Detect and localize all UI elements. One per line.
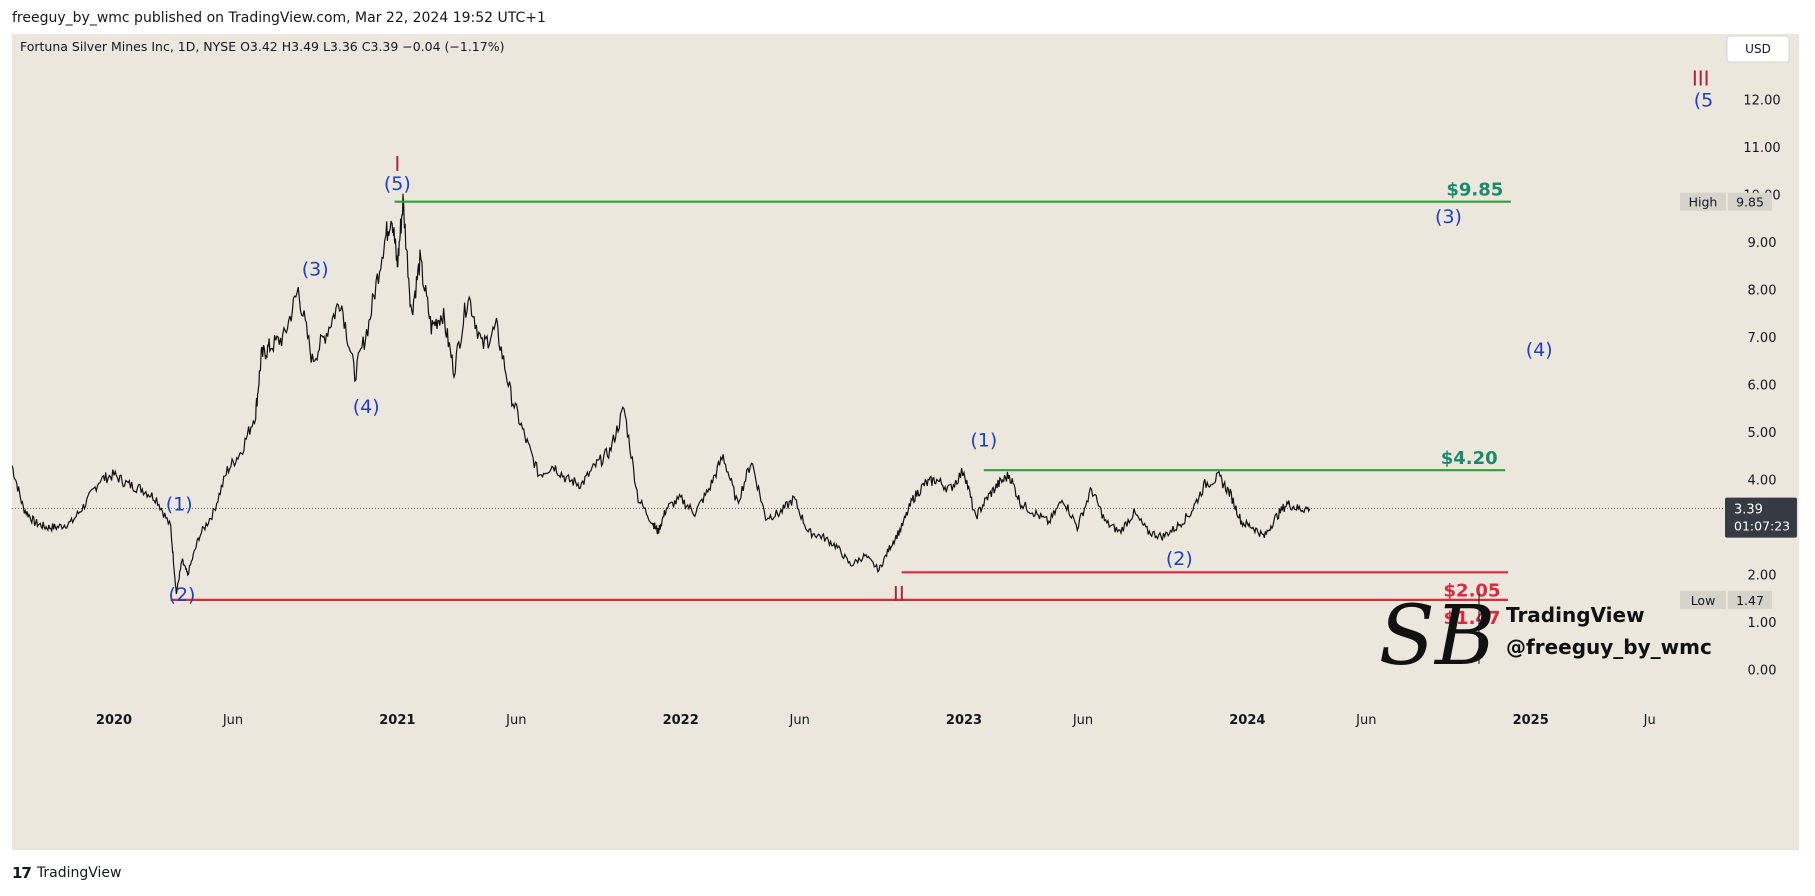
tradingview-logo-icon: 17 bbox=[12, 864, 32, 882]
wave-label-minor: (5) bbox=[384, 173, 411, 195]
currency-button[interactable] bbox=[1726, 35, 1790, 63]
symbol-legend: Fortuna Silver Mines Inc, 1D, NYSE O3.42… bbox=[20, 39, 504, 54]
wave-label-minor: (4) bbox=[1526, 339, 1553, 361]
wave-label-minor: (2) bbox=[169, 584, 196, 606]
x-tick-label: Jun bbox=[505, 713, 526, 728]
footer-brand: TradingView bbox=[36, 865, 122, 881]
y-tick-label: 9.00 bbox=[1748, 236, 1777, 251]
footer: 17 TradingView bbox=[12, 864, 121, 882]
wave-label-primary: III bbox=[1692, 66, 1710, 90]
wave-label-minor: (1) bbox=[166, 494, 193, 516]
wave-label-minor: (3) bbox=[1435, 206, 1462, 228]
wave-label-primary: II bbox=[893, 582, 905, 606]
watermark-handle: @freeguy_by_wmc bbox=[1506, 635, 1712, 659]
y-tick-label: 6.00 bbox=[1748, 379, 1777, 394]
y-tick-label: 12.00 bbox=[1743, 94, 1780, 109]
high-badge-value: 9.85 bbox=[1736, 195, 1764, 210]
low-badge-label: Low bbox=[1691, 593, 1716, 608]
high-badge bbox=[1680, 192, 1726, 211]
wave-label-primary: I bbox=[394, 152, 400, 176]
x-tick-label: 2022 bbox=[663, 713, 699, 728]
y-tick-label: 5.00 bbox=[1748, 426, 1777, 441]
watermark-title: TradingView bbox=[1506, 603, 1645, 627]
price-series-line bbox=[12, 193, 1311, 595]
y-tick-label: 11.00 bbox=[1743, 141, 1780, 156]
level-label: $4.20 bbox=[1441, 448, 1498, 469]
x-tick-label: Jun bbox=[1355, 713, 1376, 728]
wave-label-minor: (4) bbox=[353, 396, 380, 418]
x-tick-label: Jun bbox=[789, 713, 810, 728]
x-tick-label: 2024 bbox=[1229, 713, 1265, 728]
y-tick-label: 7.00 bbox=[1748, 331, 1777, 346]
watermark-monogram-icon: SB bbox=[1379, 589, 1495, 684]
price-chart[interactable]: 12.0011.0010.009.008.007.006.005.004.002… bbox=[12, 34, 1799, 850]
level-label: $2.05 bbox=[1444, 580, 1501, 601]
level-label: $1.47 bbox=[1444, 608, 1501, 629]
low-badge bbox=[1680, 590, 1726, 609]
y-tick-label: 8.00 bbox=[1748, 284, 1777, 299]
bar-countdown: 01:07:23 bbox=[1734, 519, 1790, 534]
chart-area[interactable]: 12.0011.0010.009.008.007.006.005.004.002… bbox=[12, 34, 1799, 850]
currency-label: USD bbox=[1745, 42, 1771, 56]
x-tick-label: Jun bbox=[1072, 713, 1093, 728]
publish-info: freeguy_by_wmc published on TradingView.… bbox=[12, 10, 546, 26]
y-tick-label: 1.00 bbox=[1748, 616, 1777, 631]
level-label: $9.85 bbox=[1446, 180, 1503, 201]
y-tick-label: 4.00 bbox=[1748, 474, 1777, 489]
x-tick-label: Ju bbox=[1643, 713, 1656, 728]
wave-label-minor: (3) bbox=[302, 258, 329, 280]
wave-label-minor: (2) bbox=[1166, 548, 1193, 570]
wave-label-minor: (5 bbox=[1694, 90, 1714, 112]
low-badge-value: 1.47 bbox=[1736, 593, 1764, 608]
y-tick-label: 2.00 bbox=[1748, 569, 1777, 584]
last-price-value: 3.39 bbox=[1734, 503, 1763, 518]
x-tick-label: 2025 bbox=[1513, 713, 1549, 728]
x-tick-label: 2021 bbox=[379, 713, 415, 728]
x-tick-label: 2023 bbox=[946, 713, 982, 728]
last-price-badge bbox=[1725, 497, 1797, 538]
y-tick-label: 0.00 bbox=[1748, 664, 1777, 679]
x-tick-label: Jun bbox=[222, 713, 243, 728]
high-value-badge bbox=[1728, 192, 1772, 211]
high-badge-label: High bbox=[1689, 195, 1718, 210]
low-value-badge bbox=[1728, 590, 1772, 609]
wave-label-minor: (1) bbox=[970, 429, 997, 451]
x-tick-label: 2020 bbox=[96, 713, 132, 728]
